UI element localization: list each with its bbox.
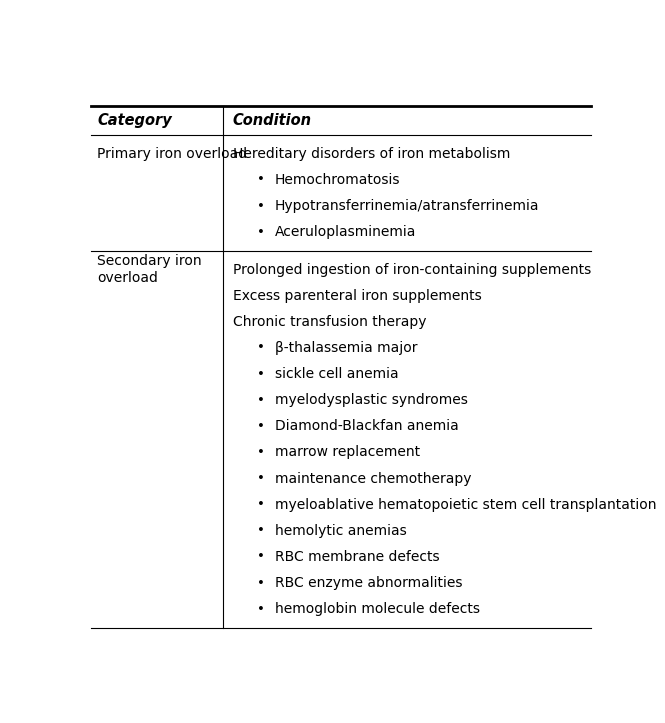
Text: marrow replacement: marrow replacement: [275, 445, 420, 459]
Text: •: •: [257, 393, 265, 406]
Text: •: •: [257, 367, 265, 380]
Text: •: •: [257, 603, 265, 616]
Text: RBC enzyme abnormalities: RBC enzyme abnormalities: [275, 576, 462, 590]
Text: •: •: [257, 446, 265, 459]
Text: •: •: [257, 420, 265, 433]
Text: Category: Category: [97, 114, 172, 128]
Text: myelodysplastic syndromes: myelodysplastic syndromes: [275, 393, 467, 407]
Text: •: •: [257, 524, 265, 537]
Text: Hypotransferrinemia/atransferrinemia: Hypotransferrinemia/atransferrinemia: [275, 199, 539, 213]
Text: hemoglobin molecule defects: hemoglobin molecule defects: [275, 602, 480, 616]
Text: •: •: [257, 226, 265, 239]
Text: maintenance chemotherapy: maintenance chemotherapy: [275, 471, 471, 486]
Text: Hereditary disorders of iron metabolism: Hereditary disorders of iron metabolism: [233, 147, 510, 161]
Text: Diamond-Blackfan anemia: Diamond-Blackfan anemia: [275, 419, 459, 433]
Text: RBC membrane defects: RBC membrane defects: [275, 550, 440, 564]
Text: •: •: [257, 577, 265, 590]
Text: •: •: [257, 472, 265, 485]
Text: hemolytic anemias: hemolytic anemias: [275, 524, 406, 538]
Text: Prolonged ingestion of iron-containing supplements: Prolonged ingestion of iron-containing s…: [233, 262, 591, 276]
Text: •: •: [257, 341, 265, 354]
Text: •: •: [257, 200, 265, 213]
Text: Excess parenteral iron supplements: Excess parenteral iron supplements: [233, 288, 481, 303]
Text: sickle cell anemia: sickle cell anemia: [275, 367, 398, 381]
Text: Hemochromatosis: Hemochromatosis: [275, 173, 400, 187]
Text: Condition: Condition: [233, 114, 312, 128]
Text: •: •: [257, 174, 265, 187]
Text: •: •: [257, 498, 265, 511]
Text: Primary iron overload: Primary iron overload: [97, 147, 247, 161]
Text: myeloablative hematopoietic stem cell transplantation: myeloablative hematopoietic stem cell tr…: [275, 497, 656, 512]
Text: Aceruloplasminemia: Aceruloplasminemia: [275, 226, 416, 239]
Text: Chronic transfusion therapy: Chronic transfusion therapy: [233, 315, 426, 329]
Text: Secondary iron
overload: Secondary iron overload: [97, 254, 201, 285]
Text: •: •: [257, 550, 265, 563]
Text: β-thalassemia major: β-thalassemia major: [275, 341, 418, 355]
